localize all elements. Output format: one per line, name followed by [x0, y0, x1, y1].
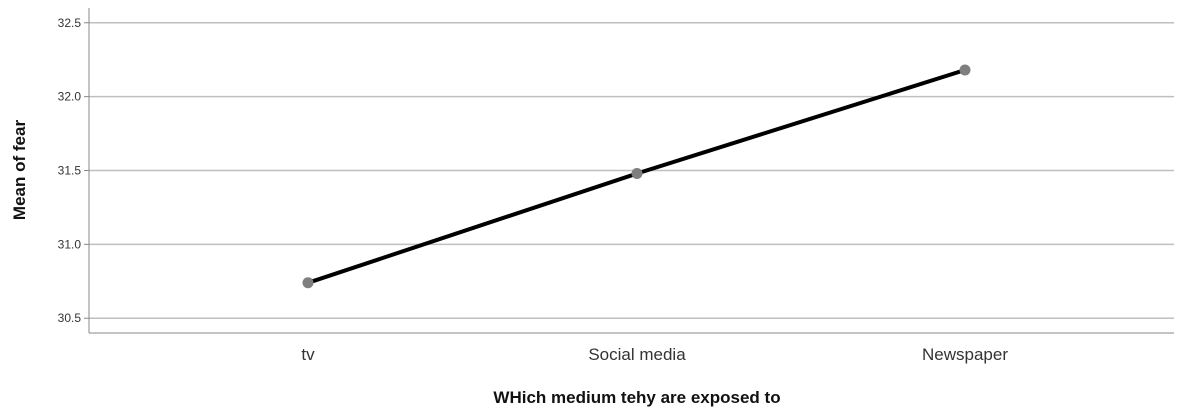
y-tick-label: 32.0 [58, 90, 82, 104]
x-tick-labels: tv Social media Newspaper [301, 345, 1008, 364]
x-tick-label: tv [301, 345, 315, 364]
gridlines [89, 22, 1174, 319]
x-tick-label: Newspaper [922, 345, 1008, 364]
x-tick-label: Social media [588, 345, 686, 364]
y-axis-title: Mean of fear [10, 120, 29, 221]
data-point [302, 277, 314, 289]
series [302, 64, 971, 289]
x-axis-title: WHich medium tehy are exposed to [493, 388, 780, 407]
axes [84, 8, 1174, 334]
y-tick-label: 31.0 [58, 237, 82, 251]
y-tick-label: 30.5 [58, 311, 82, 325]
data-point [631, 167, 643, 179]
y-tick-label: 32.5 [58, 16, 82, 30]
data-point [959, 64, 971, 76]
y-tick-label: 31.5 [58, 164, 82, 178]
y-tick-labels: 30.5 31.0 31.5 32.0 32.5 [58, 16, 82, 325]
